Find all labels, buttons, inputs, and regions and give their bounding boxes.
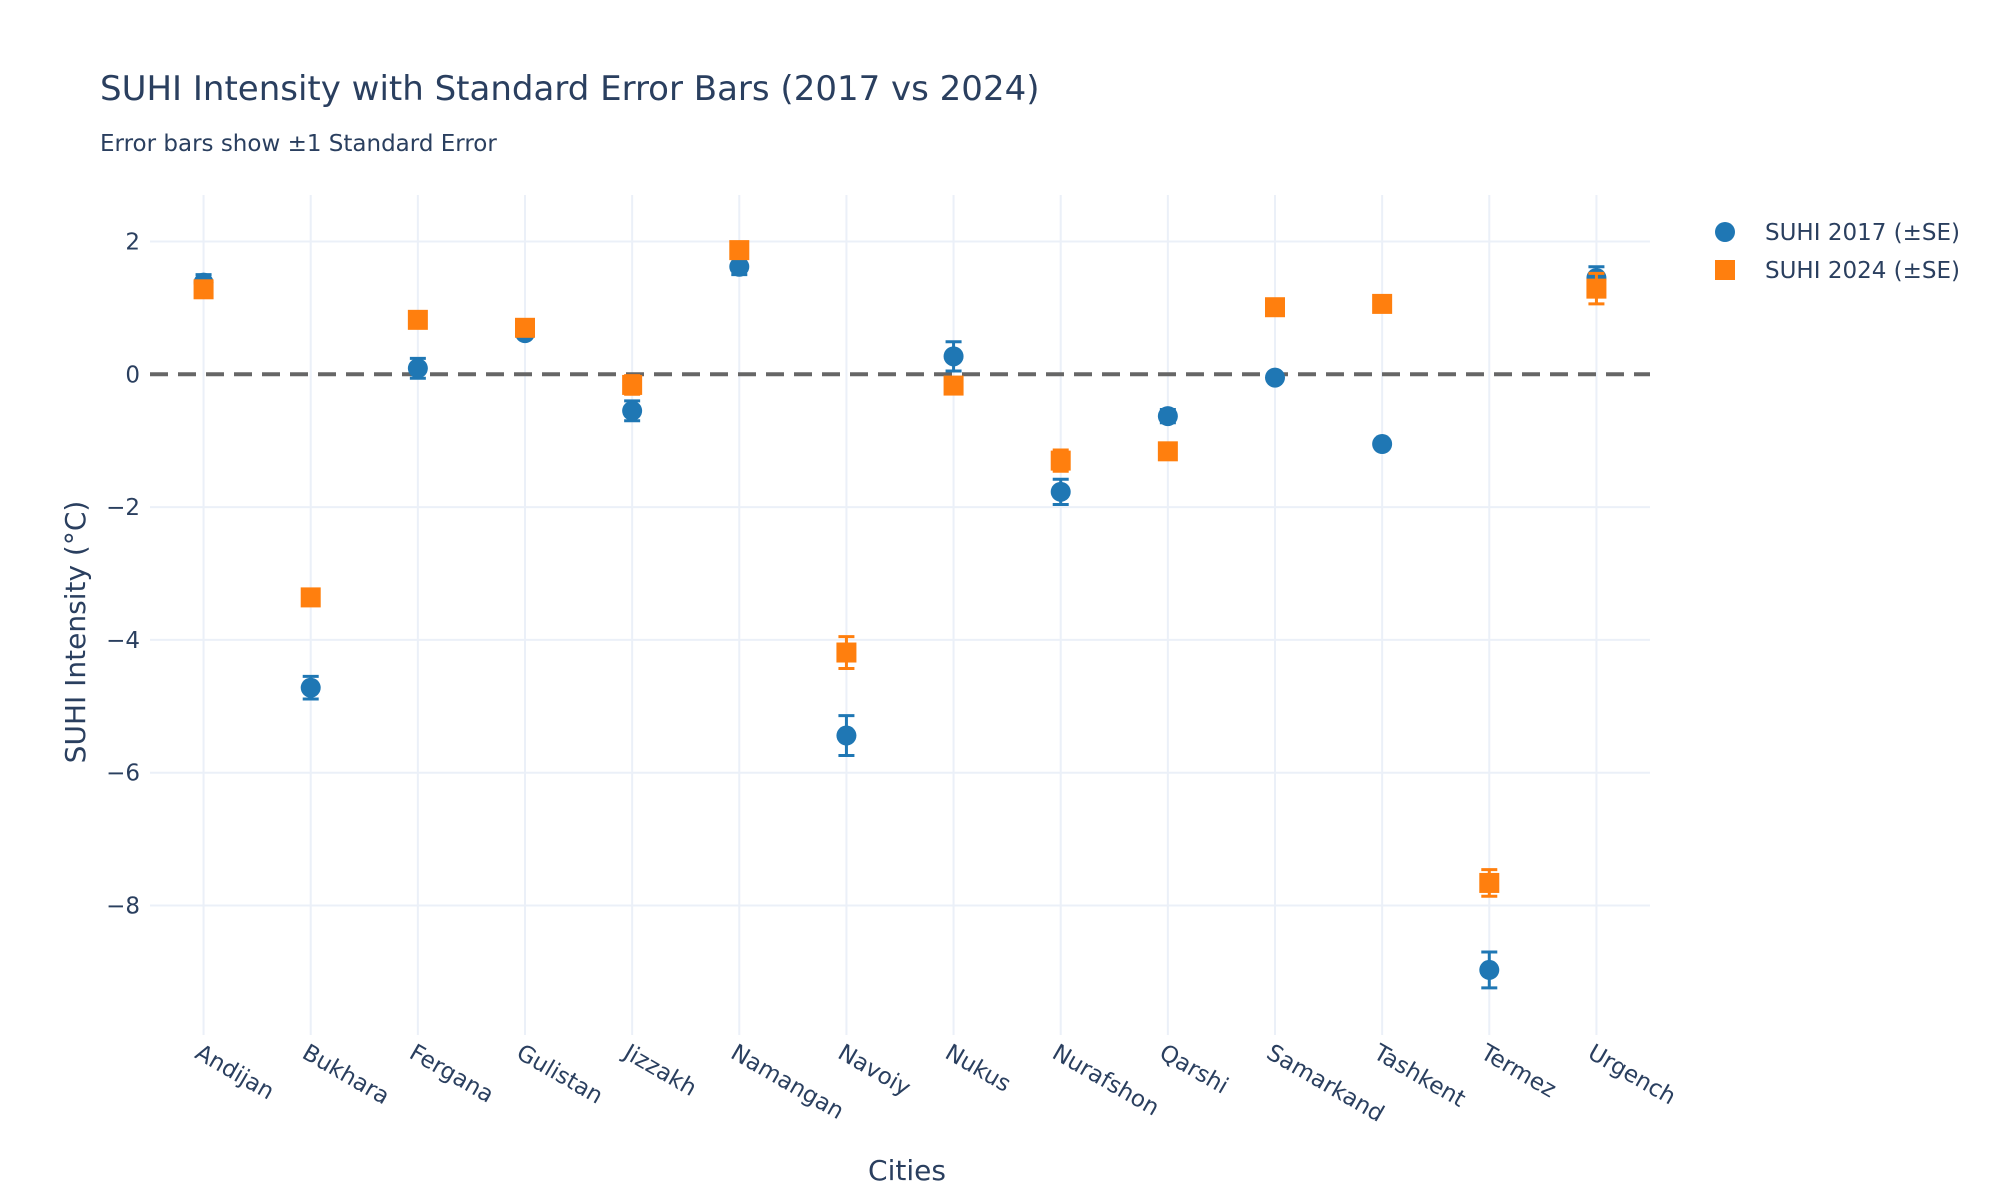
- x-tick-label: Andijan: [191, 1040, 279, 1106]
- legend-label: SUHI 2024 (±SE): [1765, 258, 1960, 284]
- y-tick-label: −6: [106, 761, 140, 787]
- legend-label: SUHI 2017 (±SE): [1765, 220, 1960, 246]
- data-point: [729, 256, 750, 277]
- data-point: [407, 309, 428, 330]
- x-tick-label: Samarkand: [1262, 1040, 1388, 1128]
- legend-marker-circle: [1715, 222, 1735, 242]
- data-point: [836, 725, 857, 746]
- x-tick-label: Qarshi: [1155, 1040, 1233, 1100]
- data-point: [943, 346, 964, 367]
- x-tick-label: Termez: [1475, 1039, 1560, 1103]
- legend[interactable]: SUHI 2017 (±SE) SUHI 2024 (±SE): [1715, 220, 1960, 284]
- series-1: [193, 256, 1607, 990]
- gridlines: [150, 195, 1650, 1035]
- x-tick-label: Fergana: [405, 1040, 498, 1109]
- data-point: [622, 374, 643, 395]
- data-point: [515, 317, 535, 338]
- x-tick-label: Namangan: [726, 1040, 848, 1125]
- x-tick-label: Nukus: [941, 1040, 1015, 1098]
- y-tick-label: 0: [125, 362, 140, 388]
- data-point: [943, 375, 964, 396]
- data-point: [1265, 367, 1285, 388]
- data-point: [1157, 406, 1178, 427]
- data-point: [1157, 441, 1178, 462]
- legend-item[interactable]: SUHI 2017 (±SE): [1715, 220, 1960, 246]
- data-point: [1479, 872, 1500, 893]
- data-point: [1372, 434, 1393, 455]
- x-tick-label: Jizzakh: [617, 1039, 700, 1102]
- y-tick-label: 2: [125, 229, 140, 255]
- x-tick-label: Urgench: [1583, 1040, 1680, 1111]
- data-point: [836, 642, 857, 663]
- y-tick-label: −8: [106, 894, 140, 920]
- data-point: [1050, 481, 1071, 502]
- data-point: [1050, 450, 1071, 471]
- x-tick-labels: Andijan Bukhara Fergana Gulistan Jizzakh Nama…: [191, 1039, 1680, 1128]
- data-point: [1372, 293, 1393, 314]
- data-point: [729, 240, 750, 261]
- x-axis-label: Cities: [868, 1154, 946, 1187]
- data-point: [1586, 278, 1607, 299]
- data-point: [1265, 297, 1285, 318]
- data-point: [193, 279, 214, 300]
- legend-marker-square: [1715, 260, 1735, 280]
- chart-subtitle: Error bars show ±1 Standard Error: [100, 131, 497, 157]
- y-axis-label: SUHI Intensity (°C): [59, 501, 92, 764]
- data-point: [300, 677, 321, 698]
- y-tick-label: −2: [106, 495, 140, 521]
- x-tick-label: Navoiy: [833, 1040, 914, 1102]
- series-2: [193, 240, 1607, 898]
- x-tick-label: Bukhara: [298, 1040, 394, 1110]
- legend-item[interactable]: SUHI 2024 (±SE): [1715, 258, 1960, 284]
- y-tick-labels: 2 0 −2 −4 −6 −8: [106, 229, 140, 919]
- y-tick-label: −4: [106, 628, 140, 654]
- data-point: [1479, 959, 1500, 980]
- data-point: [407, 358, 428, 379]
- x-tick-label: Gulistan: [512, 1040, 607, 1110]
- data-points: [193, 240, 1607, 990]
- x-tick-label: Nurafshon: [1048, 1040, 1164, 1122]
- chart-title: SUHI Intensity with Standard Error Bars …: [100, 69, 1039, 109]
- data-point: [300, 587, 321, 608]
- data-point: [622, 400, 643, 421]
